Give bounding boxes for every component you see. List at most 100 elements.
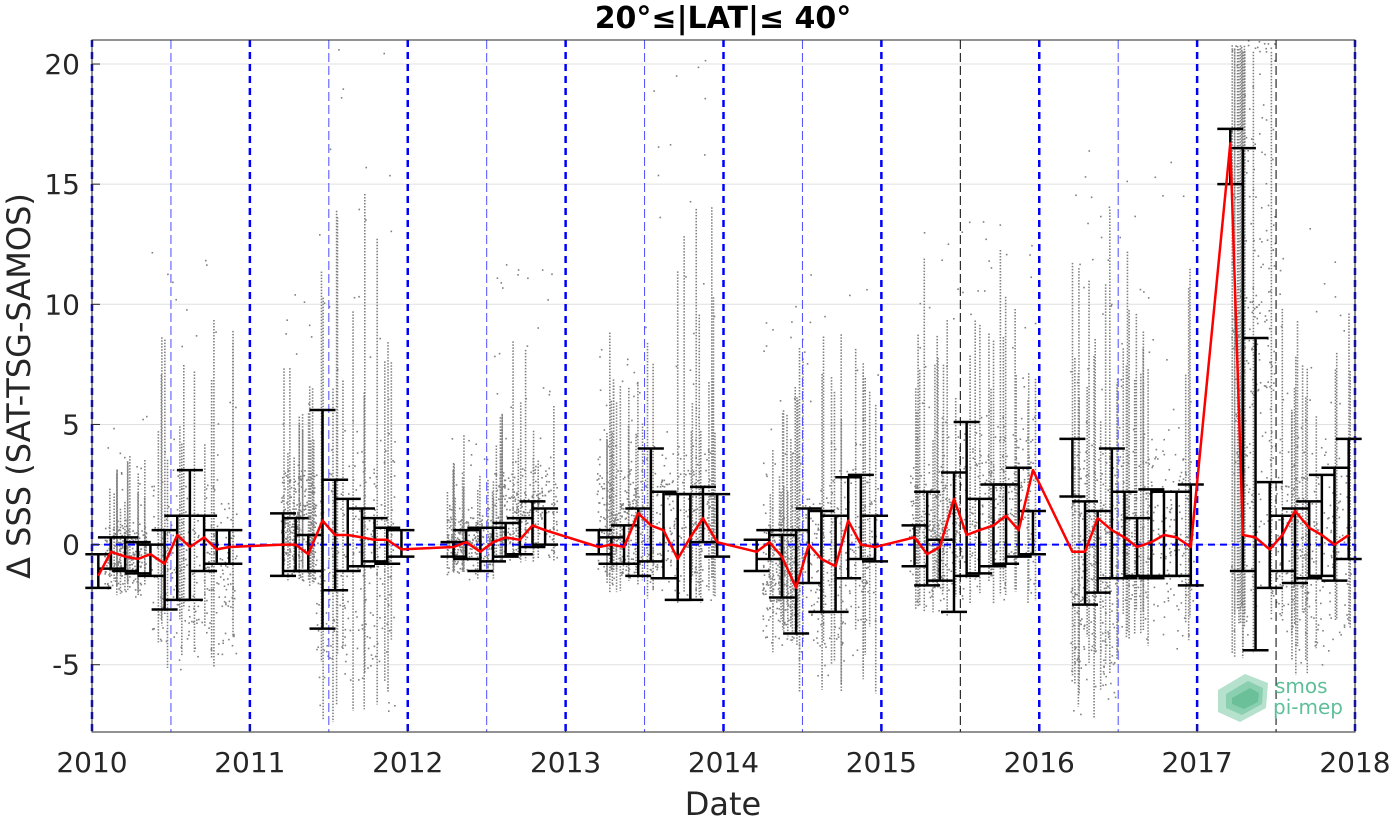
scatter-point bbox=[1162, 633, 1165, 636]
scatter-point bbox=[632, 520, 635, 523]
scatter-point bbox=[489, 539, 491, 542]
scatter-point bbox=[122, 583, 124, 585]
scatter-point bbox=[285, 519, 287, 521]
scatter-point bbox=[345, 660, 347, 663]
scatter-point bbox=[1345, 573, 1347, 575]
scatter-point bbox=[689, 200, 692, 203]
scatter-point bbox=[1286, 630, 1288, 633]
scatter-point bbox=[172, 281, 174, 284]
scatter-point bbox=[770, 580, 773, 583]
scatter-point bbox=[816, 570, 818, 573]
scatter-point bbox=[1305, 558, 1307, 561]
scatter-point bbox=[212, 486, 215, 489]
scatter-point bbox=[1101, 581, 1104, 584]
scatter-point bbox=[1269, 385, 1271, 388]
scatter-point bbox=[912, 527, 914, 530]
scatter-point bbox=[471, 548, 473, 550]
scatter-point bbox=[621, 540, 623, 543]
scatter-point bbox=[1013, 472, 1016, 475]
scatter-point bbox=[621, 380, 624, 383]
scatter-point bbox=[291, 523, 294, 526]
scatter-point bbox=[783, 539, 786, 542]
scatter-point bbox=[1298, 497, 1300, 500]
scatter-point bbox=[1324, 542, 1326, 544]
scatter-point bbox=[1247, 634, 1249, 636]
scatter-point bbox=[643, 453, 646, 456]
scatter-point bbox=[603, 532, 606, 535]
scatter-point bbox=[644, 479, 647, 482]
scatter-point bbox=[295, 491, 297, 493]
scatter-point bbox=[838, 627, 841, 630]
scatter-point bbox=[1270, 361, 1273, 364]
scatter-point bbox=[1085, 475, 1087, 477]
scatter-point bbox=[551, 503, 553, 505]
scatter-point bbox=[629, 503, 631, 506]
scatter-point bbox=[775, 571, 778, 573]
scatter-point bbox=[377, 565, 380, 568]
scatter-point bbox=[1324, 454, 1326, 457]
scatter-point bbox=[620, 505, 623, 508]
scatter-point bbox=[956, 531, 958, 533]
scatter-point bbox=[1247, 466, 1250, 469]
scatter-point bbox=[108, 549, 111, 551]
scatter-point bbox=[1341, 534, 1344, 537]
scatter-point bbox=[205, 259, 207, 262]
scatter-point bbox=[648, 553, 650, 556]
scatter-point bbox=[1011, 490, 1013, 493]
scatter-point bbox=[630, 441, 632, 444]
scatter-point bbox=[1324, 438, 1327, 440]
scatter-point bbox=[1157, 528, 1160, 531]
scatter-point bbox=[1176, 605, 1178, 607]
scatter-point bbox=[980, 527, 982, 530]
scatter-point bbox=[142, 534, 145, 536]
scatter-point bbox=[311, 483, 313, 485]
scatter-point bbox=[497, 544, 500, 547]
scatter-point bbox=[994, 507, 997, 509]
scatter-point bbox=[358, 510, 361, 512]
scatter-point bbox=[772, 329, 774, 331]
scatter-point bbox=[1239, 607, 1242, 609]
scatter-point bbox=[303, 301, 306, 303]
error-bar-74 bbox=[1282, 507, 1309, 585]
scatter-point bbox=[1152, 529, 1155, 532]
scatter-point bbox=[493, 547, 496, 550]
scatter-point bbox=[626, 512, 629, 515]
scatter-point bbox=[951, 562, 954, 564]
scatter-point bbox=[763, 587, 765, 589]
scatter-point bbox=[706, 517, 709, 519]
scatter-point bbox=[175, 298, 178, 301]
error-bar-48 bbox=[862, 514, 889, 563]
scatter-point bbox=[1251, 348, 1253, 351]
scatter-point bbox=[980, 416, 983, 419]
scatter-point bbox=[599, 520, 601, 522]
scatter-point bbox=[457, 548, 459, 551]
scatter-point bbox=[778, 608, 781, 610]
scatter-point bbox=[923, 231, 926, 234]
scatter-point bbox=[860, 618, 862, 621]
scatter-point bbox=[133, 554, 136, 557]
scatter-point bbox=[1272, 389, 1275, 392]
scatter-point bbox=[1281, 618, 1284, 621]
scatter-point bbox=[459, 546, 461, 549]
scatter-point bbox=[1090, 518, 1093, 521]
scatter-point bbox=[1261, 435, 1264, 437]
scatter-point bbox=[1024, 516, 1026, 519]
scatter-point bbox=[358, 518, 360, 521]
scatter-point bbox=[466, 521, 468, 523]
scatter-point bbox=[817, 569, 819, 572]
scatter-point bbox=[317, 582, 320, 585]
scatter-point bbox=[1274, 60, 1276, 62]
scatter-point bbox=[304, 508, 307, 511]
scatter-point bbox=[183, 537, 185, 539]
scatter-point bbox=[1132, 545, 1134, 547]
scatter-point bbox=[797, 538, 800, 540]
scatter-point bbox=[990, 267, 993, 269]
scatter-point bbox=[1247, 306, 1250, 309]
scatter-point bbox=[850, 534, 853, 536]
scatter-point bbox=[837, 633, 840, 636]
scatter-point bbox=[825, 497, 828, 499]
scatter-point bbox=[145, 549, 147, 552]
scatter-point bbox=[355, 610, 357, 613]
scatter-point bbox=[1016, 492, 1019, 495]
scatter-point bbox=[1261, 117, 1264, 119]
